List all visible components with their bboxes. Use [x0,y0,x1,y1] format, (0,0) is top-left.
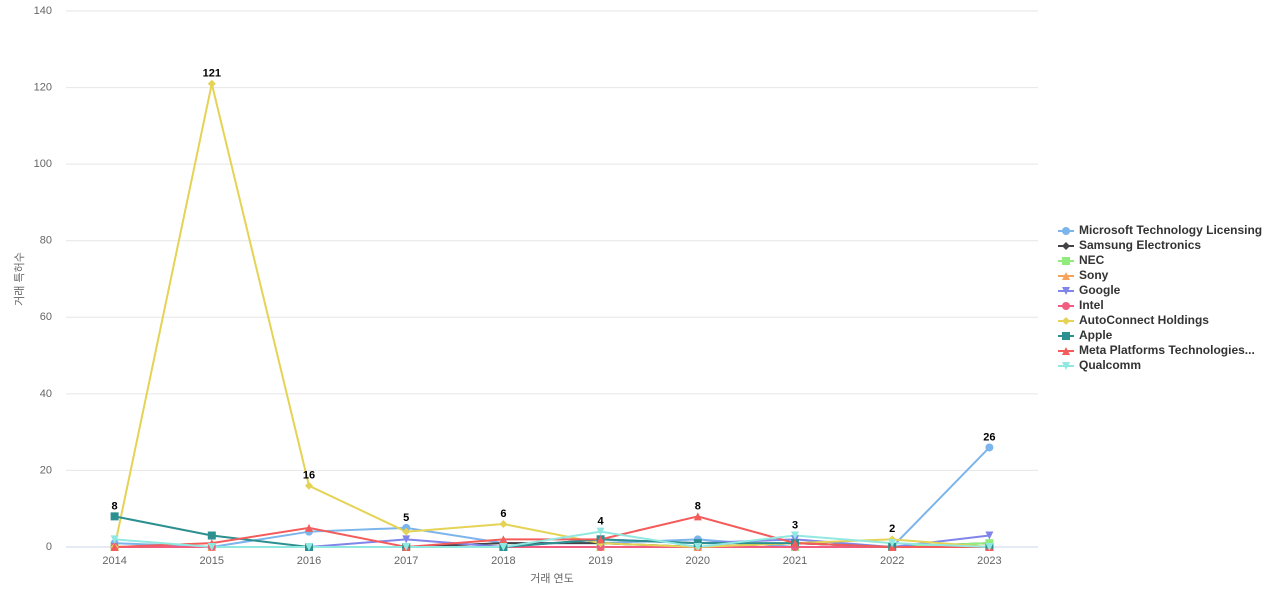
point [499,543,508,551]
legend-marker [1062,257,1070,265]
x-tick-label: 2017 [394,555,418,567]
data-label: 8 [112,500,118,512]
y-tick-label: 80 [40,235,52,247]
series-line [114,446,991,549]
legend-marker [1062,332,1070,340]
legend-label: Microsoft Technology Licensing [1079,223,1262,237]
point [596,535,605,544]
point [110,512,119,521]
legend-marker [1062,272,1070,280]
x-tick-label: 2022 [880,555,904,567]
legend-label: Qualcomm [1079,358,1141,372]
legend-marker [1062,227,1070,235]
data-label: 6 [500,508,506,520]
point [985,531,994,540]
point [207,531,216,540]
point [985,443,994,452]
point [596,527,605,536]
series-line [113,83,990,549]
y-tick-label: 0 [46,541,52,553]
point [305,523,313,532]
legend-label: Meta Platforms Technologies... [1079,343,1255,357]
legend-label: NEC [1079,253,1105,267]
x-tick-label: 2019 [588,555,612,567]
y-tick-label: 40 [40,388,52,400]
series-line [114,530,990,549]
x-tick-label: 2014 [102,555,126,567]
data-label: 2 [889,523,895,535]
point [499,520,508,529]
legend-marker [1062,317,1070,325]
x-tick-label: 2023 [977,555,1001,567]
legend-marker [1062,242,1070,250]
data-label: 16 [303,470,315,482]
x-tick-label: 2020 [686,555,710,567]
y-axis-title: 거래 특허수 [13,252,26,306]
x-axis-title: 거래 연도 [530,572,574,585]
point [110,535,119,544]
point [305,543,313,551]
data-label: 4 [598,516,605,528]
point [305,481,313,490]
legend-marker [1062,347,1070,355]
point [402,527,411,536]
legend-label: Intel [1079,298,1104,312]
data-label: 5 [403,512,409,524]
point [888,539,897,548]
data-label: 121 [203,68,221,80]
y-tick-label: 60 [40,311,52,323]
legend-label: Sony [1079,268,1109,282]
legend-marker [1062,362,1070,370]
y-tick-label: 20 [40,464,52,476]
point [791,531,799,540]
y-tick-label: 120 [34,81,52,93]
legend-marker [1062,287,1070,295]
legend-label: Apple [1079,328,1113,342]
point [402,543,411,551]
legend-label: Google [1079,283,1121,297]
x-tick-label: 2016 [297,555,321,567]
point [499,535,508,544]
point [693,543,702,551]
x-tick-label: 2021 [783,555,807,567]
point [207,543,216,551]
data-label: 26 [983,431,995,443]
point [110,543,119,551]
y-tick-label: 140 [34,5,52,17]
point [791,539,799,548]
point [402,535,411,544]
x-tick-label: 2015 [200,555,224,567]
data-label: 3 [792,519,798,531]
point [985,543,994,551]
legend-label: AutoConnect Holdings [1079,313,1209,327]
legend-marker [1062,302,1070,310]
x-tick-label: 2018 [491,555,515,567]
legend-label: Samsung Electronics [1079,238,1201,252]
point [693,512,702,521]
point [207,79,216,88]
y-tick-label: 100 [34,158,52,170]
data-label: 8 [695,500,701,512]
